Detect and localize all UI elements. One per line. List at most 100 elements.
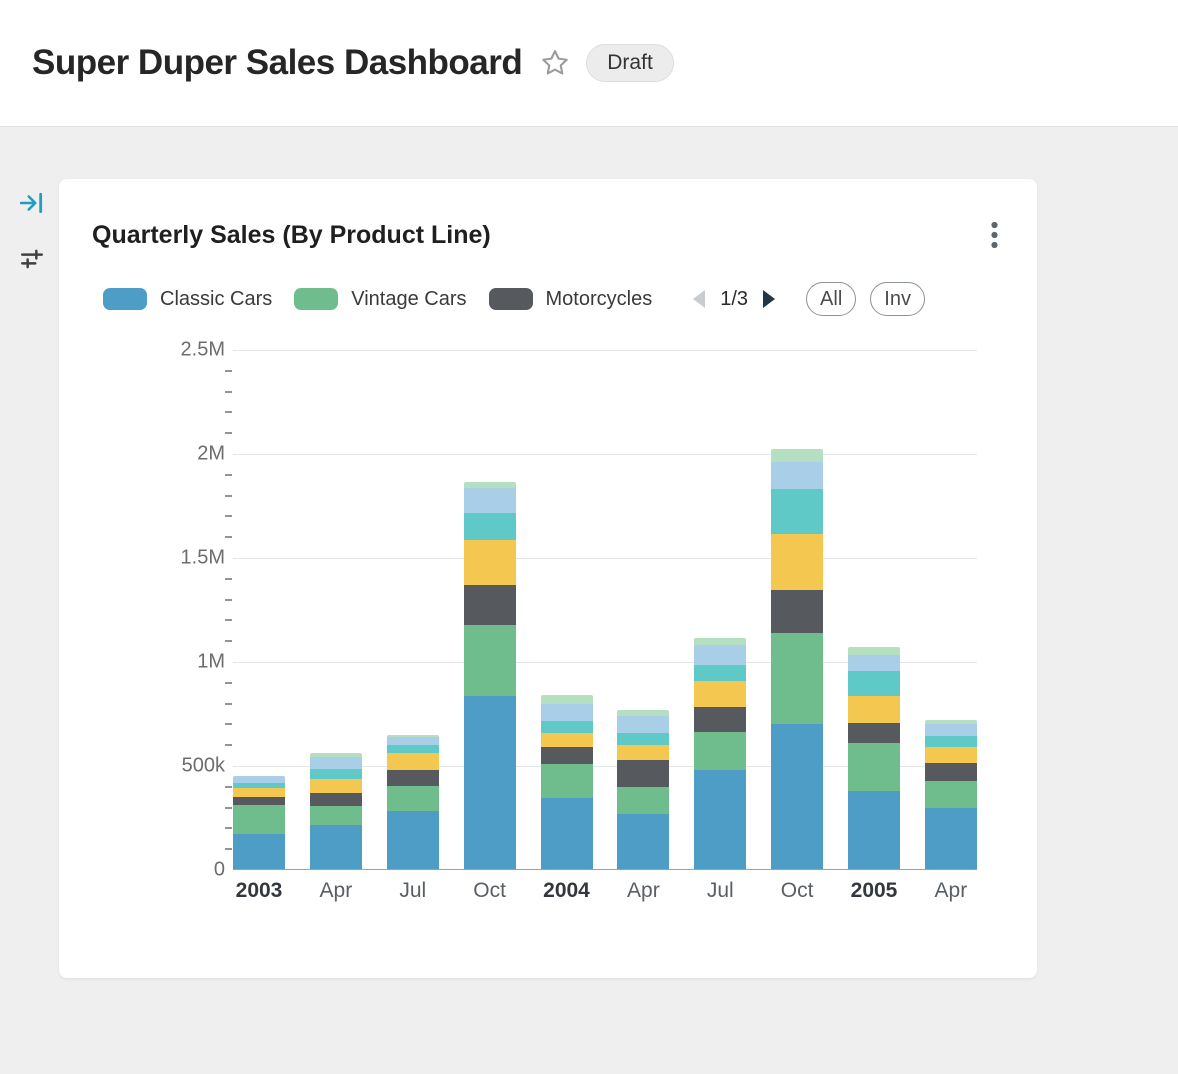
bar-segment[interactable] bbox=[617, 813, 670, 869]
bar-segment[interactable] bbox=[233, 833, 285, 869]
chart-title: Quarterly Sales (By Product Line) bbox=[92, 221, 491, 249]
y-axis-label: 1.5M bbox=[180, 546, 225, 569]
legend-next-icon[interactable] bbox=[761, 288, 778, 310]
legend-item-vintage-cars[interactable]: Vintage Cars bbox=[294, 288, 467, 311]
collapse-panel-icon[interactable] bbox=[19, 190, 45, 216]
bar-segment[interactable] bbox=[540, 747, 593, 764]
bar-segment[interactable] bbox=[924, 747, 977, 763]
bar-segment[interactable] bbox=[848, 791, 900, 869]
y-axis-minor-tick bbox=[225, 473, 232, 476]
bar-segment[interactable] bbox=[694, 680, 747, 707]
bar-segment[interactable] bbox=[617, 716, 670, 733]
stacked-bar[interactable] bbox=[540, 695, 593, 869]
bar-segment[interactable] bbox=[463, 696, 516, 869]
bar-segment[interactable] bbox=[771, 724, 824, 869]
bar-segment[interactable] bbox=[924, 724, 977, 736]
bar-segment[interactable] bbox=[848, 671, 900, 697]
bar-segment[interactable] bbox=[617, 745, 670, 760]
bar-segment[interactable] bbox=[309, 756, 362, 770]
stacked-bar[interactable] bbox=[309, 752, 362, 869]
bar-segment[interactable] bbox=[463, 624, 516, 697]
bar-segment[interactable] bbox=[771, 489, 824, 535]
bar-segment[interactable] bbox=[540, 732, 593, 748]
legend-pager: 1/3 bbox=[690, 288, 778, 311]
bar-segment[interactable] bbox=[924, 720, 977, 725]
bar-segment[interactable] bbox=[694, 706, 747, 732]
bar-segment[interactable] bbox=[386, 734, 439, 737]
kebab-menu-icon[interactable] bbox=[986, 219, 1003, 256]
bar-segment[interactable] bbox=[233, 782, 285, 788]
bar-segment[interactable] bbox=[848, 723, 900, 744]
y-axis-minor-tick bbox=[225, 536, 232, 539]
stacked-bar[interactable] bbox=[771, 448, 824, 869]
bar-segment[interactable] bbox=[848, 654, 900, 672]
bar-segment[interactable] bbox=[540, 763, 593, 799]
bar-segment[interactable] bbox=[463, 540, 516, 586]
bar-segment[interactable] bbox=[463, 482, 516, 489]
stacked-bar[interactable] bbox=[848, 646, 900, 869]
stacked-bar[interactable] bbox=[617, 709, 670, 869]
bar-segment[interactable] bbox=[771, 462, 824, 490]
bar-segment[interactable] bbox=[771, 590, 824, 633]
bar-segment[interactable] bbox=[540, 703, 593, 722]
stacked-bar[interactable] bbox=[463, 482, 516, 869]
bar-segment[interactable] bbox=[848, 743, 900, 791]
bar-segment[interactable] bbox=[924, 762, 977, 781]
bar-segment[interactable] bbox=[771, 448, 824, 463]
bar-segment[interactable] bbox=[233, 804, 285, 834]
bar-segment[interactable] bbox=[309, 793, 362, 806]
bar-segment[interactable] bbox=[233, 776, 285, 783]
bar-segment[interactable] bbox=[540, 721, 593, 733]
y-axis-minor-tick bbox=[225, 369, 232, 372]
bar-segment[interactable] bbox=[233, 787, 285, 798]
bar-segment[interactable] bbox=[386, 785, 439, 811]
bar-segment[interactable] bbox=[924, 735, 977, 748]
bar-segment[interactable] bbox=[617, 786, 670, 814]
bar-segment[interactable] bbox=[540, 695, 593, 704]
x-axis-label: 2005 bbox=[850, 879, 898, 902]
star-icon[interactable] bbox=[540, 48, 570, 78]
bar-segment[interactable] bbox=[386, 752, 439, 771]
bar-segment[interactable] bbox=[540, 798, 593, 869]
bar-segment[interactable] bbox=[617, 709, 670, 717]
inv-button[interactable]: Inv bbox=[870, 282, 925, 316]
bar-segment[interactable] bbox=[386, 745, 439, 753]
bar-segment[interactable] bbox=[694, 665, 747, 681]
bar-segment[interactable] bbox=[463, 488, 516, 514]
all-button[interactable]: All bbox=[806, 282, 857, 316]
bar-segment[interactable] bbox=[694, 638, 747, 646]
bar-segment[interactable] bbox=[386, 770, 439, 786]
bar-segment[interactable] bbox=[309, 769, 362, 779]
y-axis-label: 0 bbox=[213, 858, 225, 881]
stacked-bar[interactable] bbox=[233, 776, 285, 869]
legend-item-classic-cars[interactable]: Classic Cars bbox=[103, 288, 272, 311]
stacked-bar[interactable] bbox=[386, 734, 439, 869]
y-axis-minor-tick bbox=[225, 411, 232, 414]
bar-segment[interactable] bbox=[386, 736, 439, 746]
bar-segment[interactable] bbox=[617, 759, 670, 787]
bar-segment[interactable] bbox=[463, 585, 516, 625]
bar-segment[interactable] bbox=[771, 534, 824, 591]
x-axis-label: Jul bbox=[706, 879, 734, 902]
legend-item-motorcycles[interactable]: Motorcycles bbox=[488, 288, 652, 311]
bar-segment[interactable] bbox=[924, 780, 977, 808]
bar-segment[interactable] bbox=[309, 752, 362, 757]
bar-segment[interactable] bbox=[694, 770, 747, 869]
stacked-bar[interactable] bbox=[924, 720, 977, 869]
bar-segment[interactable] bbox=[924, 807, 977, 869]
bar-segment[interactable] bbox=[771, 632, 824, 725]
stacked-bar[interactable] bbox=[694, 638, 747, 869]
bar-segment[interactable] bbox=[386, 810, 439, 869]
bar-segment[interactable] bbox=[309, 778, 362, 794]
filter-icon[interactable] bbox=[19, 246, 45, 272]
bar-segment[interactable] bbox=[617, 732, 670, 746]
bar-segment[interactable] bbox=[694, 731, 747, 771]
bar-segment[interactable] bbox=[694, 645, 747, 666]
bar-segment[interactable] bbox=[848, 646, 900, 655]
bar-segment[interactable] bbox=[463, 513, 516, 541]
bar-segment[interactable] bbox=[309, 825, 362, 869]
legend-prev-icon[interactable] bbox=[690, 288, 707, 310]
bar-segment[interactable] bbox=[233, 797, 285, 805]
bar-segment[interactable] bbox=[309, 805, 362, 826]
bar-segment[interactable] bbox=[848, 696, 900, 724]
